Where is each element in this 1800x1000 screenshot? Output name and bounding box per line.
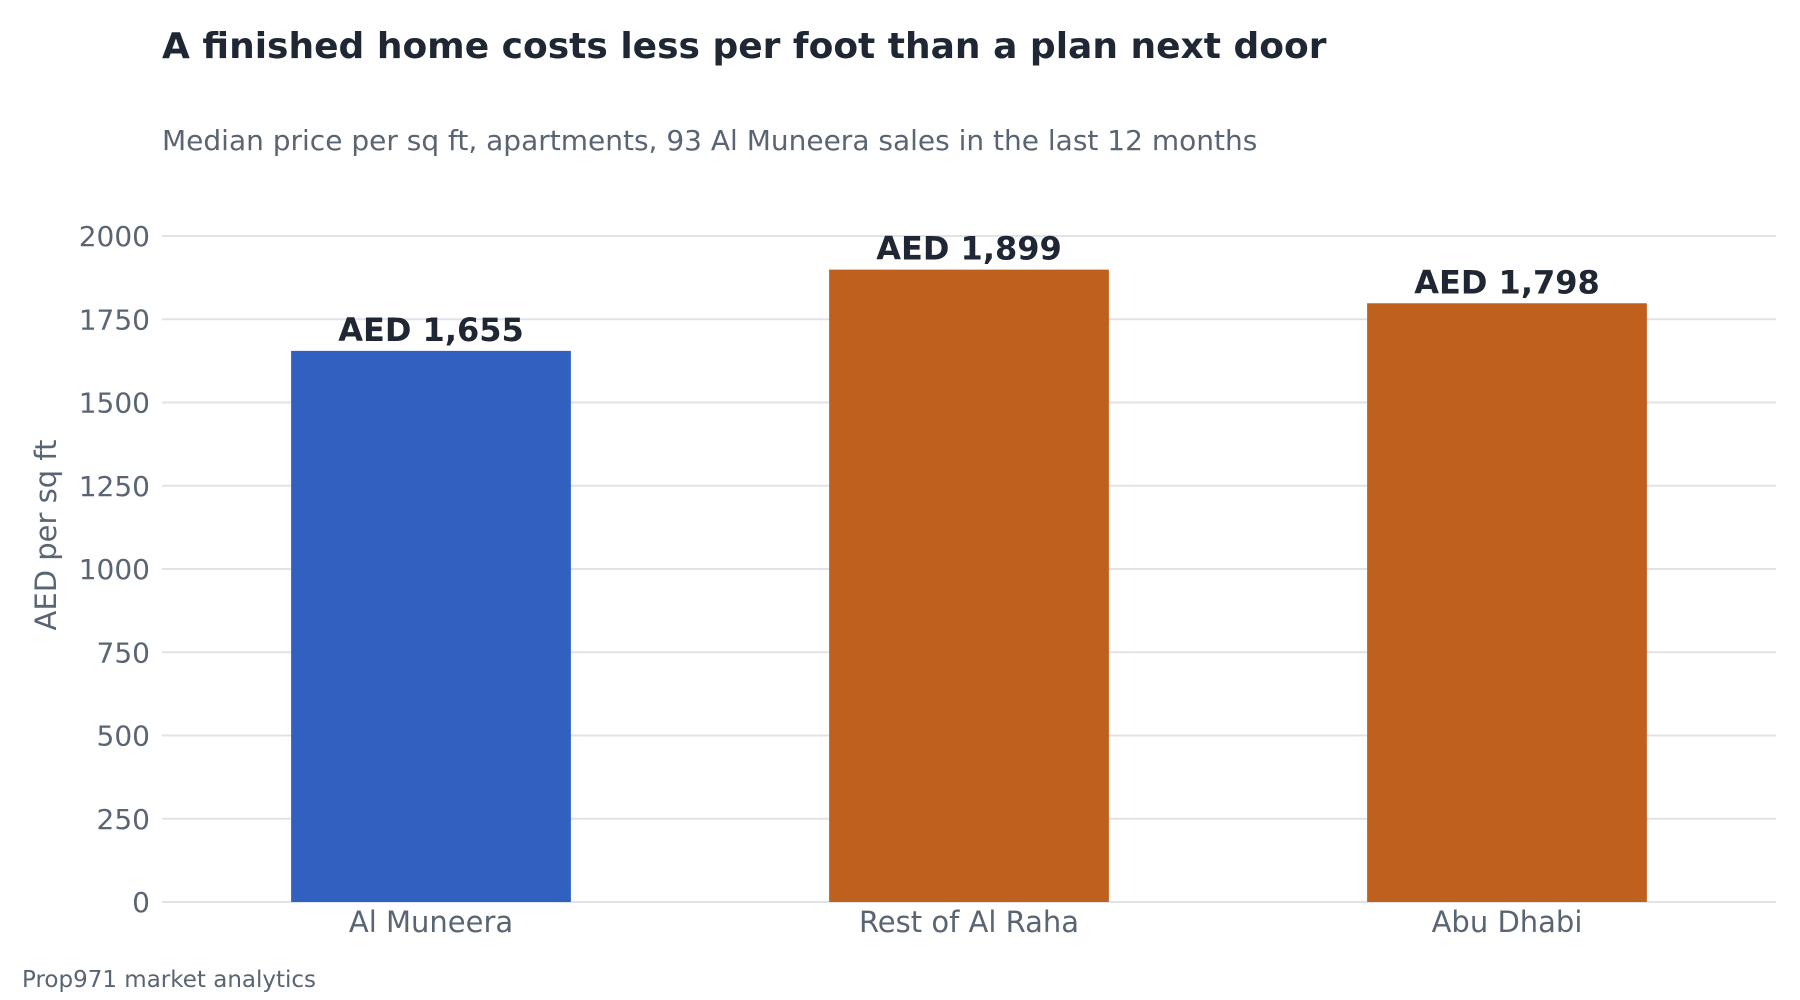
y-tick-label: 2000 — [79, 220, 150, 253]
bar-value-label: AED 1,655 — [338, 311, 524, 349]
bar-abu-dhabi — [1367, 303, 1647, 902]
y-tick-label: 1000 — [79, 553, 150, 586]
bar-value-label: AED 1,899 — [876, 230, 1062, 268]
bar-value-label: AED 1,798 — [1414, 263, 1600, 301]
data-labels: AED 1,655 AED 1,899 AED 1,798 — [338, 230, 1600, 349]
x-category-label: Rest of Al Raha — [859, 905, 1079, 939]
x-axis-categories: Al Muneera Rest of Al Raha Abu Dhabi — [349, 905, 1583, 939]
y-tick-label: 1500 — [79, 387, 150, 420]
source-note: Prop971 market analytics — [22, 967, 317, 993]
y-tick-label: 500 — [97, 720, 150, 753]
y-tick-label: 1250 — [79, 470, 150, 503]
bar-rest-of-al-raha — [829, 269, 1109, 902]
y-tick-label: 750 — [97, 636, 150, 669]
y-axis-ticks: 0 250 500 750 1000 1250 1500 1750 2000 — [79, 220, 150, 919]
y-tick-label: 250 — [97, 803, 150, 836]
x-category-label: Abu Dhabi — [1432, 905, 1583, 939]
y-axis-label: AED per sq ft — [29, 440, 63, 631]
x-category-label: Al Muneera — [349, 905, 513, 939]
bar-al-muneera — [291, 350, 571, 902]
chart-subtitle: Median price per sq ft, apartments, 93 A… — [162, 124, 1258, 157]
y-tick-label: 0 — [132, 886, 150, 919]
chart-title: A finished home costs less per foot than… — [162, 26, 1327, 67]
y-tick-label: 1750 — [79, 303, 150, 336]
bars — [291, 269, 1647, 902]
